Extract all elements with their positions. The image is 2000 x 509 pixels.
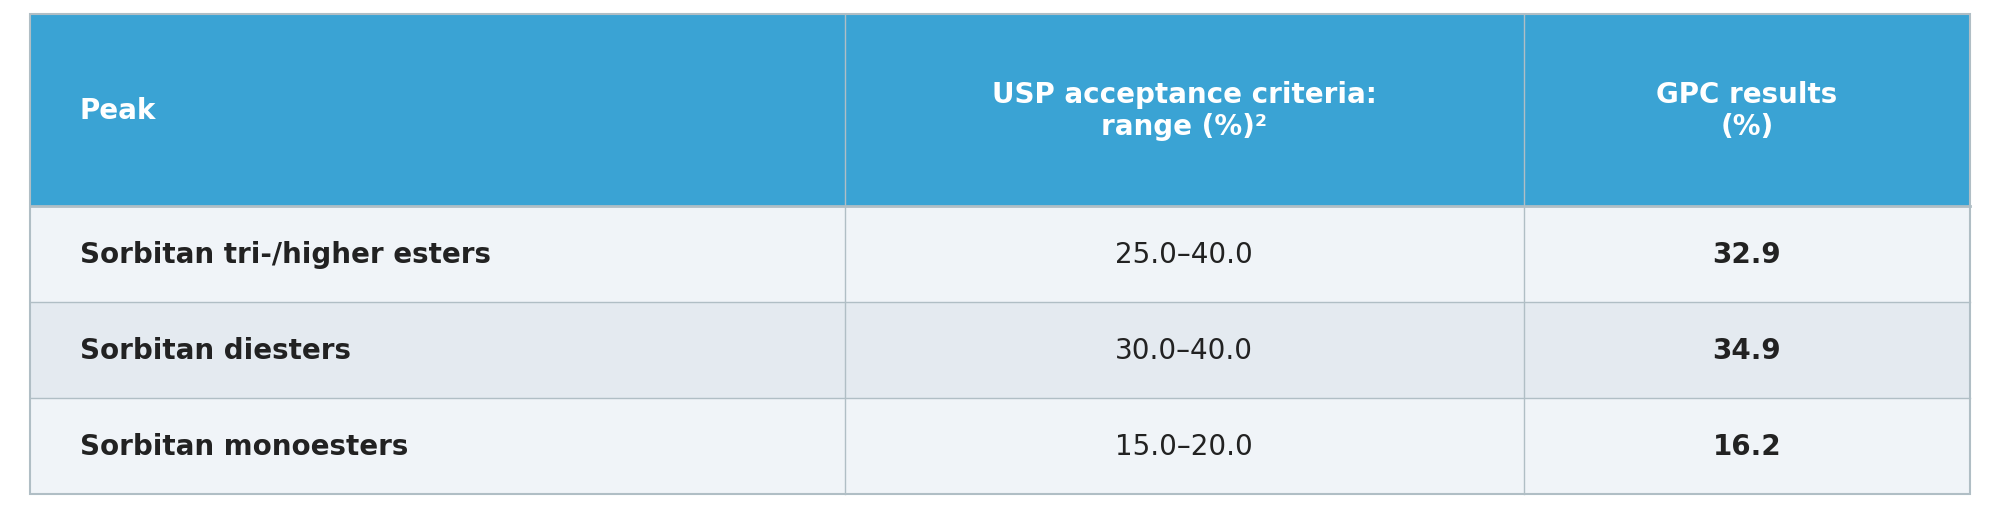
- Bar: [30, 207, 844, 302]
- Text: 25.0–40.0: 25.0–40.0: [1116, 241, 1254, 268]
- Text: 16.2: 16.2: [1712, 432, 1782, 460]
- Bar: [30, 398, 844, 494]
- Bar: [1524, 398, 1970, 494]
- Bar: [30, 302, 844, 398]
- Text: 15.0–20.0: 15.0–20.0: [1116, 432, 1254, 460]
- Bar: [844, 398, 1524, 494]
- Text: 30.0–40.0: 30.0–40.0: [1116, 336, 1254, 364]
- Bar: [844, 302, 1524, 398]
- Bar: [844, 15, 1524, 207]
- Text: Sorbitan tri-/higher esters: Sorbitan tri-/higher esters: [80, 241, 492, 268]
- Text: Sorbitan monoesters: Sorbitan monoesters: [80, 432, 408, 460]
- Text: Peak: Peak: [80, 97, 156, 125]
- Bar: [1524, 207, 1970, 302]
- Text: 32.9: 32.9: [1712, 241, 1782, 268]
- Text: USP acceptance criteria:
range (%)²: USP acceptance criteria: range (%)²: [992, 81, 1376, 141]
- Bar: [30, 15, 844, 207]
- Text: 34.9: 34.9: [1712, 336, 1782, 364]
- Text: Sorbitan diesters: Sorbitan diesters: [80, 336, 352, 364]
- Text: GPC results
(%): GPC results (%): [1656, 81, 1838, 141]
- Bar: [1524, 302, 1970, 398]
- Bar: [844, 207, 1524, 302]
- Bar: [1524, 15, 1970, 207]
